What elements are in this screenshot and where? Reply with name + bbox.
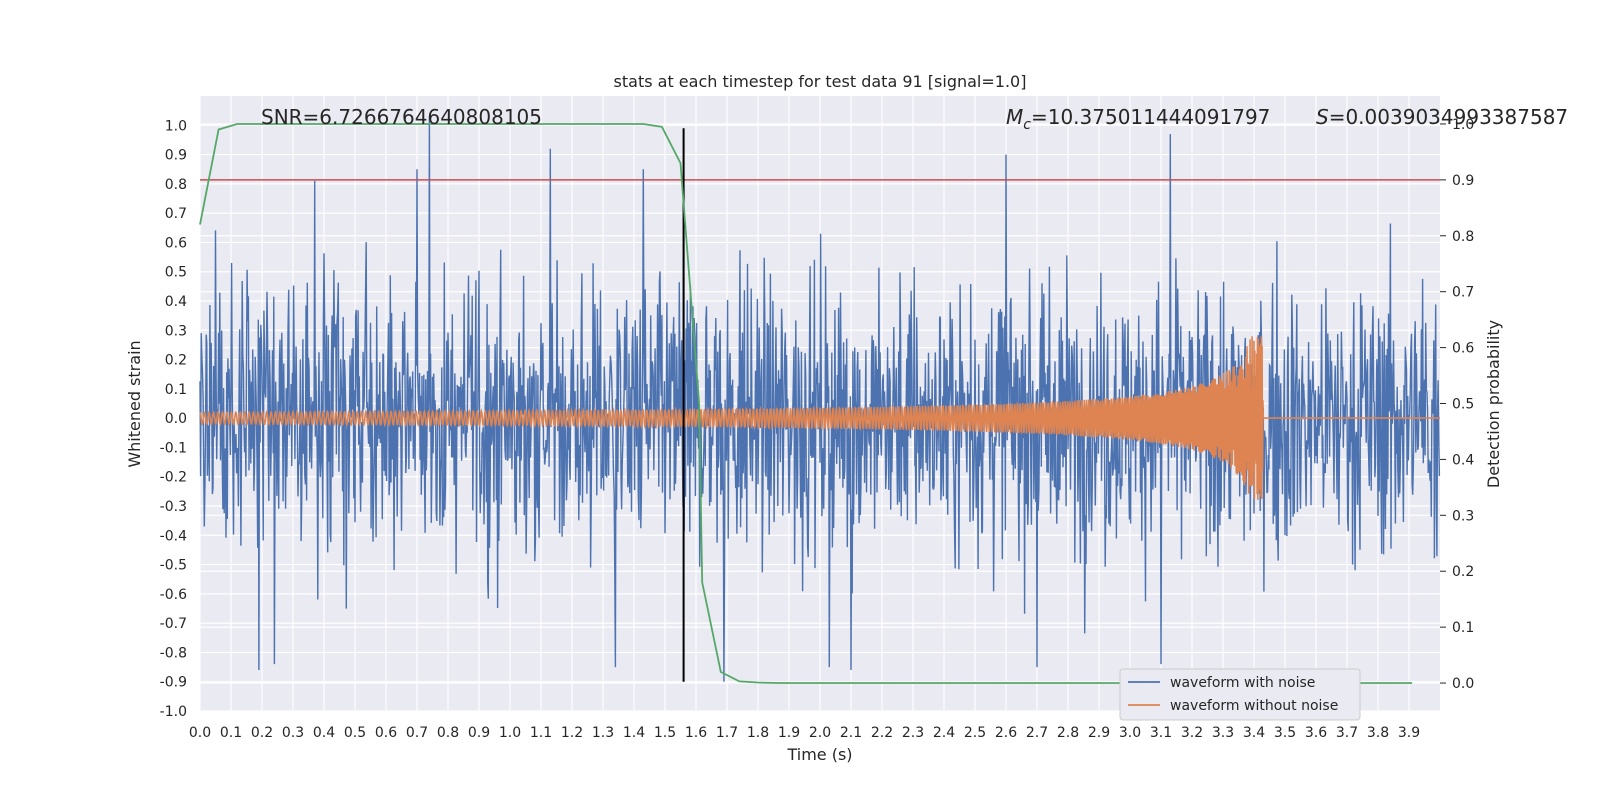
y-tick-label-20: 1.0 (165, 118, 187, 134)
y2-tick-label-8: 0.8 (1452, 229, 1474, 245)
y-axis-left: -1.0 -0.9 -0.8 -0.7 -0.6 -0.5 -0.4 -0.3 -0.2 -0.1… (160, 118, 187, 720)
legend-label-noise: waveform with noise (1170, 675, 1315, 691)
x-tick-label-28: 2.8 (1057, 725, 1079, 741)
y-tick-label-0: -1.0 (160, 704, 187, 720)
x-axis-label: Time (s) (786, 745, 852, 764)
legend: waveform with noise waveform without noi… (1119, 668, 1361, 721)
y-tick-label-14: 0.4 (165, 294, 187, 310)
x-tick-label-26: 2.6 (995, 725, 1017, 741)
x-tick-label-38: 3.8 (1367, 725, 1389, 741)
x-tick-label-33: 3.3 (1212, 725, 1234, 741)
legend-box (1119, 668, 1361, 721)
x-tick-label-27: 2.7 (1026, 725, 1048, 741)
y2-tick-label-1: 0.1 (1452, 620, 1474, 636)
x-tick-label-22: 2.2 (871, 725, 893, 741)
x-tick-label-8: 0.8 (437, 725, 459, 741)
y-tick-label-5: -0.5 (160, 558, 187, 574)
x-tick-label-0: 0.0 (189, 725, 211, 741)
y-tick-label-2: -0.8 (160, 645, 187, 661)
x-tick-label-31: 3.1 (1150, 725, 1172, 741)
y-tick-label-16: 0.6 (165, 235, 187, 251)
x-tick-label-15: 1.5 (654, 725, 676, 741)
x-tick-label-35: 3.5 (1274, 725, 1296, 741)
x-tick-label-23: 2.3 (902, 725, 924, 741)
line-waveform-without-noise (199, 336, 1440, 500)
chirp-mass-subscript: c (1023, 117, 1031, 133)
y-tick-label-9: -0.1 (160, 440, 187, 456)
chart-title: stats at each timestep for test data 91 … (614, 72, 1027, 91)
y-tick-label-15: 0.5 (165, 265, 187, 281)
chirp-mass-annotation: Mc=10.375011444091797 (1006, 105, 1270, 133)
x-tick-label-39: 3.9 (1398, 725, 1420, 741)
y-tick-label-3: -0.7 (160, 616, 187, 632)
y-tick-label-6: -0.4 (160, 528, 187, 544)
x-tick-label-2: 0.2 (251, 725, 273, 741)
y2-tick-label-0: 0.0 (1452, 676, 1474, 692)
x-tick-label-14: 1.4 (623, 725, 645, 741)
y-tick-label-12: 0.2 (165, 353, 187, 369)
x-tick-label-37: 3.7 (1336, 725, 1358, 741)
y2-tick-label-3: 0.3 (1452, 508, 1474, 524)
y-tick-label-18: 0.8 (165, 177, 187, 193)
x-tick-label-6: 0.6 (375, 725, 397, 741)
x-tick-label-30: 3.0 (1119, 725, 1141, 741)
x-tick-label-36: 3.6 (1305, 725, 1327, 741)
y-tick-label-7: -0.3 (160, 499, 187, 515)
x-tick-label-17: 1.7 (716, 725, 738, 741)
x-tick-label-11: 1.1 (530, 725, 552, 741)
y-tick-label-1: -0.9 (160, 675, 187, 691)
y2-tick-label-2: 0.2 (1452, 564, 1474, 580)
y-axis-right: 0.0 0.1 0.2 0.3 0.4 0.5 0.6 0.7 0.8 0.9 1.0 (1440, 117, 1474, 692)
x-tick-label-5: 0.5 (344, 725, 366, 741)
y2-tick-label-6: 0.6 (1452, 341, 1474, 357)
y2-tick-label-10: 1.0 (1452, 117, 1474, 133)
y2-tick-label-4: 0.4 (1452, 452, 1474, 468)
y-axis-label: Whitened strain (125, 340, 144, 467)
overlay-lines (200, 128, 1440, 682)
x-tick-label-18: 1.8 (747, 725, 769, 741)
x-tick-label-7: 0.7 (406, 725, 428, 741)
snr-annotation: SNR=6.7266764640808105 (261, 105, 542, 129)
x-tick-label-19: 1.9 (778, 725, 800, 741)
x-axis: 0.0 0.1 0.2 0.3 0.4 0.5 0.6 0.7 0.8 0.9 1.0 1.1 1.2 1… (189, 725, 1420, 741)
x-tick-label-20: 2.0 (809, 725, 831, 741)
x-tick-label-16: 1.6 (685, 725, 707, 741)
legend-label-clean: waveform without noise (1170, 698, 1338, 714)
x-tick-label-32: 3.2 (1181, 725, 1203, 741)
x-tick-label-12: 1.2 (561, 725, 583, 741)
chirp-mass-symbol: M (1006, 105, 1023, 129)
x-tick-label-24: 2.4 (933, 725, 955, 741)
x-tick-label-29: 2.9 (1088, 725, 1110, 741)
y-tick-label-13: 0.3 (165, 323, 187, 339)
y2-tick-label-7: 0.7 (1452, 285, 1474, 301)
s-value: =0.0039034993387587 (1329, 105, 1568, 129)
s-annotation: S=0.0039034993387587 (1316, 105, 1568, 129)
x-tick-label-1: 0.1 (220, 725, 242, 741)
y-tick-label-17: 0.7 (165, 206, 187, 222)
y-tick-label-8: -0.2 (160, 470, 187, 486)
y2-tick-label-5: 0.5 (1452, 397, 1474, 413)
x-tick-label-10: 1.0 (499, 725, 521, 741)
x-tick-label-13: 1.3 (592, 725, 614, 741)
x-tick-label-34: 3.4 (1243, 725, 1265, 741)
y-tick-label-10: 0.0 (165, 411, 187, 427)
x-tick-label-9: 0.9 (468, 725, 490, 741)
x-tick-label-25: 2.5 (964, 725, 986, 741)
x-tick-label-4: 0.4 (313, 725, 335, 741)
x-tick-label-21: 2.1 (840, 725, 862, 741)
s-symbol: S (1316, 105, 1329, 129)
y-tick-label-11: 0.1 (165, 382, 187, 398)
y-tick-label-4: -0.6 (160, 587, 187, 603)
y2-tick-label-9: 0.9 (1452, 173, 1474, 189)
y-tick-label-19: 0.9 (165, 148, 187, 164)
series-waveform-without-noise (199, 336, 1440, 500)
chirp-mass-value: =10.375011444091797 (1031, 105, 1270, 129)
x-tick-label-3: 0.3 (282, 725, 304, 741)
y2-axis-label: Detection probability (1484, 320, 1503, 488)
